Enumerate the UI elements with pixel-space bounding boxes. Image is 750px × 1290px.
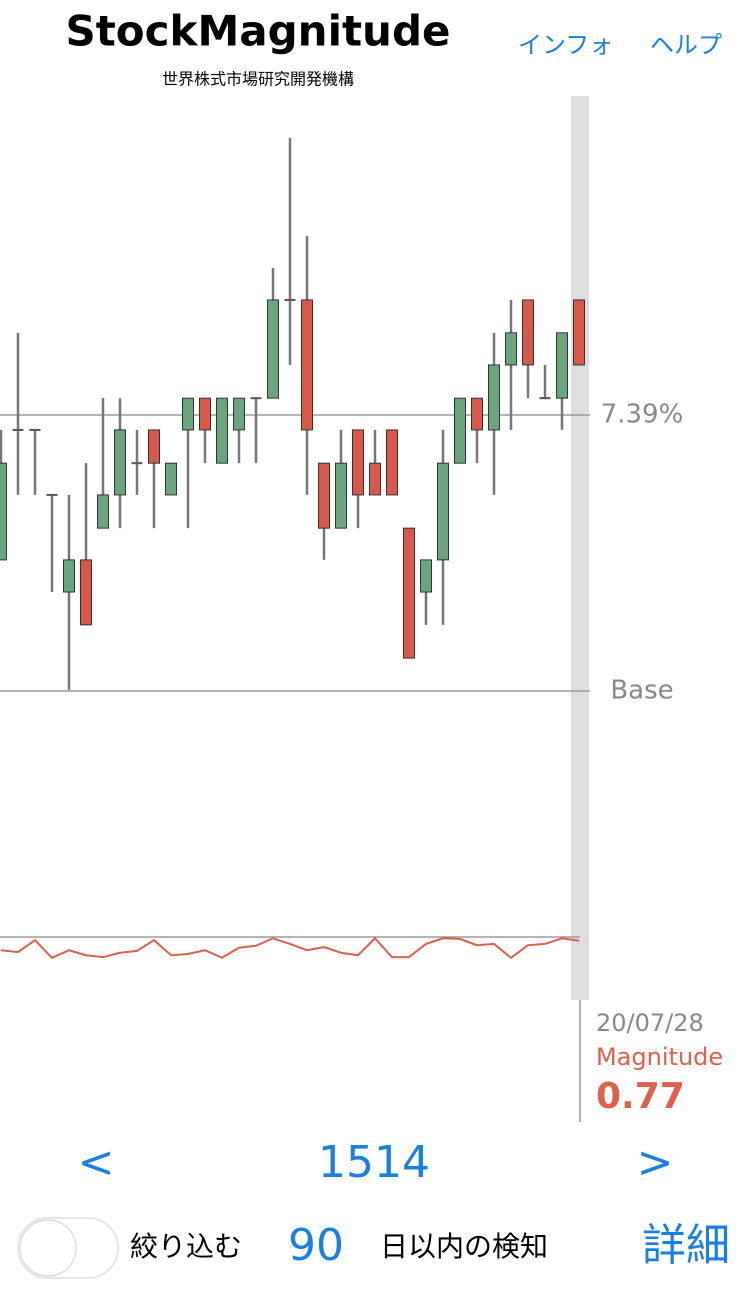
candle-body xyxy=(420,559,432,593)
candle-body xyxy=(267,299,279,399)
cursor-band xyxy=(571,96,589,1000)
candle-body xyxy=(0,462,7,561)
candle-body xyxy=(46,493,58,496)
details-button[interactable]: 詳細 xyxy=(642,1220,730,1271)
candle-body xyxy=(80,559,92,626)
candle-body xyxy=(97,494,109,529)
candle-body xyxy=(114,429,126,496)
cursor-date: 20/07/28 xyxy=(596,1009,704,1037)
magnitude-label: Magnitude xyxy=(596,1043,723,1071)
app-title: StockMagnitude xyxy=(65,7,450,56)
candle-body xyxy=(522,299,534,366)
candle-body xyxy=(488,364,500,431)
candle-body xyxy=(556,332,568,399)
help-link[interactable]: ヘルプ xyxy=(650,31,722,59)
candle-body xyxy=(352,429,364,496)
candle-body xyxy=(335,462,347,529)
filter-suffix: 日以内の検知 xyxy=(380,1230,548,1263)
candle-body xyxy=(199,397,211,431)
candle-body xyxy=(148,429,160,464)
next-button[interactable]: > xyxy=(637,1137,674,1188)
candle-body xyxy=(437,462,449,561)
candle-body xyxy=(539,397,551,400)
prev-button[interactable]: < xyxy=(78,1137,115,1188)
reference-label: 7.39% xyxy=(601,399,684,429)
app-subtitle: 世界株式市場研究開発機構 xyxy=(162,70,354,89)
candle-body xyxy=(131,462,143,465)
magnitude-line xyxy=(0,936,580,960)
candle-body xyxy=(369,462,381,496)
candle-body xyxy=(284,298,296,301)
candle-body xyxy=(386,429,398,496)
candle-body xyxy=(505,332,517,366)
candle-body xyxy=(573,299,585,366)
candle-body xyxy=(182,397,194,431)
candle-body xyxy=(216,397,228,464)
page-number: 1514 xyxy=(318,1137,430,1188)
candle-body xyxy=(301,299,313,431)
filter-toggle[interactable] xyxy=(17,1217,119,1279)
candle-body xyxy=(29,428,41,431)
info-link[interactable]: インフォ xyxy=(518,31,613,59)
magnitude-value: 0.77 xyxy=(596,1076,685,1117)
candle-body xyxy=(454,397,466,464)
candle-body xyxy=(318,462,330,529)
candle-body xyxy=(471,397,483,431)
candle-body xyxy=(63,559,75,593)
candle-body xyxy=(12,428,24,431)
filter-days[interactable]: 90 xyxy=(288,1220,344,1271)
candle-body xyxy=(403,527,415,659)
filter-label: 絞り込む xyxy=(130,1230,242,1263)
candle-body xyxy=(165,462,177,496)
reference-label: Base xyxy=(610,676,673,706)
candle-body xyxy=(233,397,245,431)
candle-body xyxy=(250,397,262,400)
toggle-knob xyxy=(19,1219,77,1277)
